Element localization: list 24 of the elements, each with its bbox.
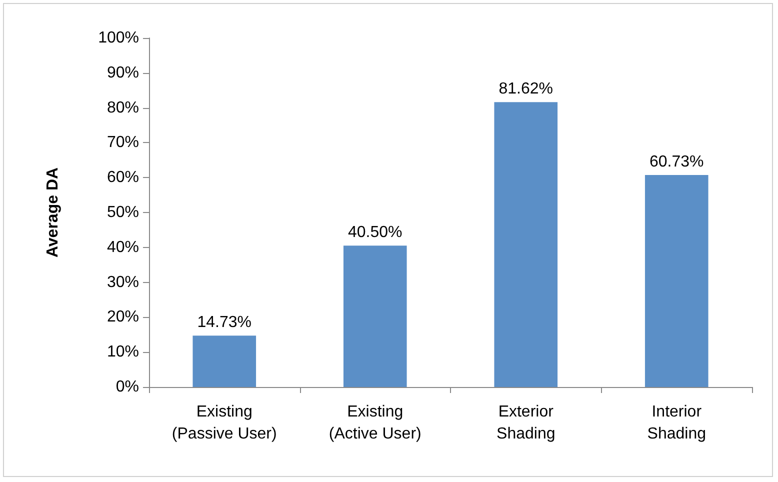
data-label: 14.73% — [197, 314, 252, 332]
y-tick-label: 10% — [106, 344, 139, 361]
y-tick-label: 20% — [106, 308, 139, 326]
x-tick-label: Existing (Passive User) — [172, 404, 277, 442]
y-tick-label: 100% — [98, 30, 139, 46]
x-tick-label: Existing (Active User) — [328, 404, 422, 442]
y-axis-title: Average DA — [44, 167, 62, 258]
y-tick-label: 70% — [106, 134, 139, 152]
data-label: 81.62% — [498, 80, 554, 98]
bar — [343, 246, 407, 387]
data-label: 40.50% — [348, 224, 402, 242]
y-tick-label: 0% — [116, 378, 139, 396]
y-tick-label: 40% — [106, 238, 139, 256]
y-tick-label: 60% — [106, 169, 139, 186]
bar — [192, 336, 256, 387]
x-tick-label: Interior Shading — [647, 404, 706, 442]
bar — [644, 175, 708, 387]
y-tick-label: 50% — [106, 204, 139, 221]
y-tick-label: 30% — [106, 274, 139, 291]
y-tick-label: 80% — [106, 99, 139, 116]
bar — [494, 102, 558, 387]
y-tick-label: 90% — [106, 64, 139, 82]
x-tick-label: Exterior Shading — [496, 404, 556, 442]
data-label: 60.73% — [649, 154, 704, 171]
